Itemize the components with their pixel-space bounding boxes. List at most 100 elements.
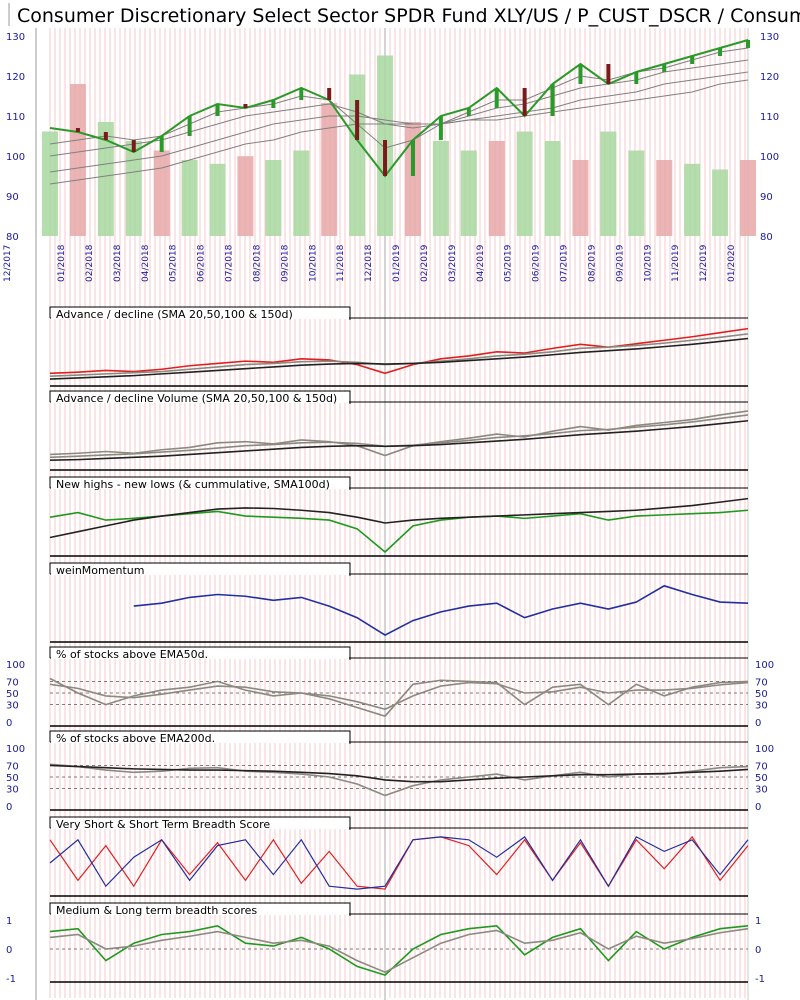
volume-bar [153,150,170,236]
volume-bar [488,141,505,236]
volume-bar [712,169,729,236]
price-candle [746,40,750,48]
panel-y-tick-left: 1 [6,916,12,927]
x-date-label: 11/2019 [671,244,681,282]
chart-title: Consumer Discretionary Select Sector SPD… [17,5,800,27]
price-candle [494,88,499,108]
price-candle [550,84,555,116]
x-date-label: 02/2019 [420,244,430,282]
volume-bar [432,141,449,236]
panel-label-box [49,306,351,320]
panel-y-tick-left: 50 [6,773,19,784]
price-candle [578,64,583,84]
panel-series-line [49,410,749,457]
panel-y-tick-left: 0 [6,945,12,956]
price-candle [634,72,639,84]
title-bar [0,0,800,28]
panel-y-tick-left: 30 [6,701,19,712]
price-candle [383,140,388,176]
panel-label-box [49,390,351,404]
volume-bar [460,150,477,236]
price-candle [187,116,192,136]
x-date-label: 12/2017 [3,245,13,282]
panel-series-line [49,327,749,375]
panel-label-bg [51,564,349,575]
x-date-label: 01/2019 [392,244,402,282]
panel-y-tick-left: 0 [6,718,12,729]
panel-label: % of stocks above EMA50d. [56,648,208,661]
x-date-label: 03/2018 [113,244,123,282]
volume-bar [572,160,589,236]
panel-label: Medium & Long term breadth scores [56,904,257,917]
panel-y-tick-right: 100 [755,744,774,755]
panel-y-tick-right: 0 [755,945,761,956]
moving-average-line [49,79,749,185]
volume-bar [181,160,198,236]
price-candle [327,88,332,100]
panel-label-bg [51,732,349,743]
panel-series-line [49,927,749,974]
panel-series-line [49,677,749,718]
price-y-tick-right: 110 [760,112,779,123]
price-candle [662,64,667,72]
price-candle [522,88,527,116]
volume-bar [321,103,338,236]
panel-series-line [49,419,749,461]
volume-bar [404,122,421,236]
panel-y-tick-left: 30 [6,785,19,796]
price-y-tick-left: 110 [6,112,25,123]
price-y-tick-left: 80 [6,232,19,243]
price-candle [271,100,276,108]
axes: 130 130 120 120 110 110 100 100 90 90 80 80 12/2017 0… [3,32,779,282]
x-date-label: 12/2018 [364,244,374,282]
x-date-label: 11/2018 [336,244,346,282]
x-date-label: 09/2018 [280,244,290,282]
price-y-tick-right: 100 [760,152,779,163]
volume-bars [42,55,756,236]
price-y-tick-left: 120 [6,72,25,83]
price-candle [159,136,164,152]
volume-bar [237,156,254,236]
panel-y-tick-left: 100 [6,660,25,671]
volume-bar [544,141,561,236]
price-candle [75,128,80,132]
panel-y-tick-right: 50 [755,773,768,784]
panel-y-tick-left: 70 [6,761,19,772]
price-candle [606,64,611,84]
x-date-label: 06/2018 [197,244,207,282]
price-candle [410,140,415,176]
price-y-tick-right: 120 [760,72,779,83]
panel-y-tick-right: -1 [755,974,765,985]
panel-y-tick-left: -1 [6,974,16,985]
x-date-label: 04/2018 [141,244,151,282]
x-date-label: 01/2018 [57,244,67,282]
panel-series-line [133,584,749,637]
volume-bar [516,131,533,236]
moving-average-line [49,71,749,173]
panel-y-tick-right: 1 [755,916,761,927]
volume-bar [740,160,756,236]
price-line [49,39,749,178]
x-date-label: 02/2018 [85,244,95,282]
price-y-tick-right: 90 [760,192,773,203]
panel-y-tick-right: 70 [755,761,768,772]
volume-bar [600,131,617,236]
x-date-label: 05/2019 [504,244,514,282]
x-date-label: 08/2018 [252,244,262,282]
x-date-label: 08/2019 [587,244,597,282]
price-candle [355,100,360,140]
price-y-tick-left: 90 [6,192,19,203]
volume-bar [656,160,673,236]
price-candle [215,104,220,116]
panel-label: New highs - new lows (& cummulative, SMA… [56,478,330,491]
x-date-label: 04/2019 [476,244,486,282]
volume-bar [684,163,701,236]
price-candle [466,108,471,116]
panel-y-tick-right: 30 [755,785,768,796]
panel-label-bg [51,392,349,403]
panel-y-tick-right: 100 [755,660,774,671]
panel-series-line [49,764,749,783]
volume-bar [209,163,226,236]
panel-y-tick-left: 100 [6,744,25,755]
